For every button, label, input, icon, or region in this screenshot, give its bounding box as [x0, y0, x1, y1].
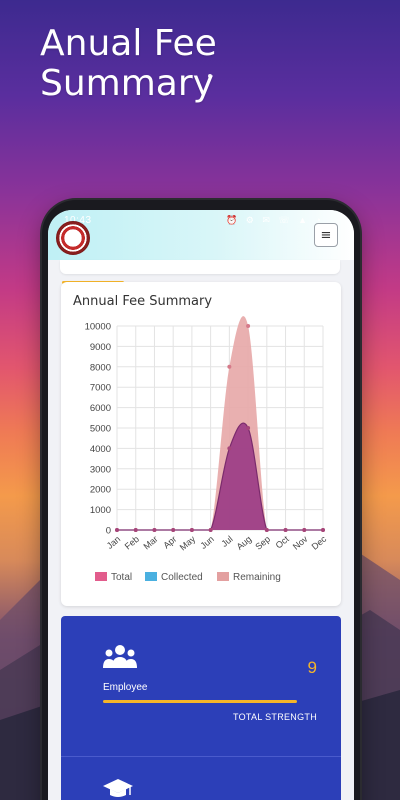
users-icon: [103, 645, 137, 668]
x-tick-label: Feb: [123, 534, 141, 552]
legend-label-collected: Collected: [161, 572, 203, 583]
y-tick-label: 1000: [90, 505, 111, 516]
series-area-collected: [117, 423, 323, 530]
annual-fee-chart-card: Annual Fee Summary 10000 9000 8000 7000 6000…: [61, 282, 341, 606]
app-screen: 10:43 ⏰ ⚙ ✉ ☏ ▲ ◔ ≡ Annual Fee Summary 1…: [48, 210, 354, 800]
x-tick-label: Jun: [198, 534, 216, 551]
student-stat-card[interactable]: [61, 756, 341, 800]
x-tick-label: Nov: [291, 534, 310, 552]
legend-swatch-collected: [145, 572, 157, 581]
x-tick-label: Mar: [141, 534, 159, 552]
data-point-collected: [321, 528, 325, 532]
employee-stat-card[interactable]: Employee 9 TOTAL STRENGTH: [61, 616, 341, 756]
employee-label: Employee: [103, 682, 148, 693]
data-point-collected: [115, 528, 119, 532]
data-point-collected: [208, 528, 213, 532]
x-tick-label: Dec: [310, 534, 329, 552]
chart-title: Annual Fee Summary: [73, 294, 213, 309]
x-tick-label: Apr: [161, 534, 178, 551]
sparkle-decoration: [208, 74, 212, 78]
x-tick-label: Jul: [219, 534, 234, 549]
series-area-total: [117, 316, 323, 530]
data-point-collected: [302, 528, 307, 532]
y-tick-label: 4000: [90, 444, 111, 455]
data-point-total: [227, 364, 232, 369]
y-tick-label: 5000: [90, 424, 111, 435]
data-point-collected: [133, 528, 138, 532]
employee-count: 9: [307, 658, 317, 677]
x-tick-label: Oct: [274, 534, 292, 551]
previous-card: [60, 260, 340, 274]
status-icons: ⏰ ⚙ ✉ ☏ ▲ ◔: [226, 215, 324, 225]
y-tick-label: 3000: [90, 464, 111, 475]
y-tick-label: 9000: [90, 342, 111, 353]
data-point-collected: [227, 446, 232, 451]
y-tick-label: 8000: [90, 362, 111, 373]
annual-fee-chart: 1000090008000700060005000400030002000100…: [85, 316, 329, 583]
data-point-total: [246, 324, 251, 328]
y-tick-label: 0: [106, 526, 111, 537]
y-tick-label: 10000: [85, 322, 111, 333]
hero-title: Anual Fee Summary: [40, 24, 217, 104]
school-logo[interactable]: [56, 221, 90, 255]
employee-progress-bar: [103, 700, 297, 703]
data-point-collected: [171, 528, 176, 532]
legend-swatch-total: [95, 572, 107, 581]
y-tick-label: 6000: [90, 403, 111, 414]
data-point-collected: [152, 528, 157, 532]
legend-label-total: Total: [111, 572, 132, 583]
graduation-cap-icon: [103, 779, 133, 797]
total-strength-caption: TOTAL STRENGTH: [232, 712, 317, 722]
app-bar: 10:43 ⏰ ⚙ ✉ ☏ ▲ ◔ ≡: [48, 210, 354, 260]
hero-title-line2: Summary: [40, 63, 214, 104]
data-point-collected: [264, 528, 269, 532]
x-tick-label: Sep: [253, 534, 272, 552]
y-tick-label: 7000: [90, 383, 111, 394]
y-tick-label: 2000: [90, 485, 111, 496]
data-point-collected: [246, 426, 251, 430]
x-tick-label: Aug: [235, 534, 254, 552]
data-point-collected: [189, 528, 194, 532]
hero-title-line1: Anual Fee: [40, 23, 217, 64]
legend-swatch-remaining: [217, 572, 229, 581]
data-point-collected: [283, 528, 288, 532]
x-tick-label: May: [178, 534, 198, 553]
hamburger-icon: ≡: [320, 227, 332, 243]
status-time: 10:43: [64, 215, 92, 226]
menu-button[interactable]: ≡: [314, 223, 338, 247]
legend-label-remaining: Remaining: [233, 572, 281, 583]
